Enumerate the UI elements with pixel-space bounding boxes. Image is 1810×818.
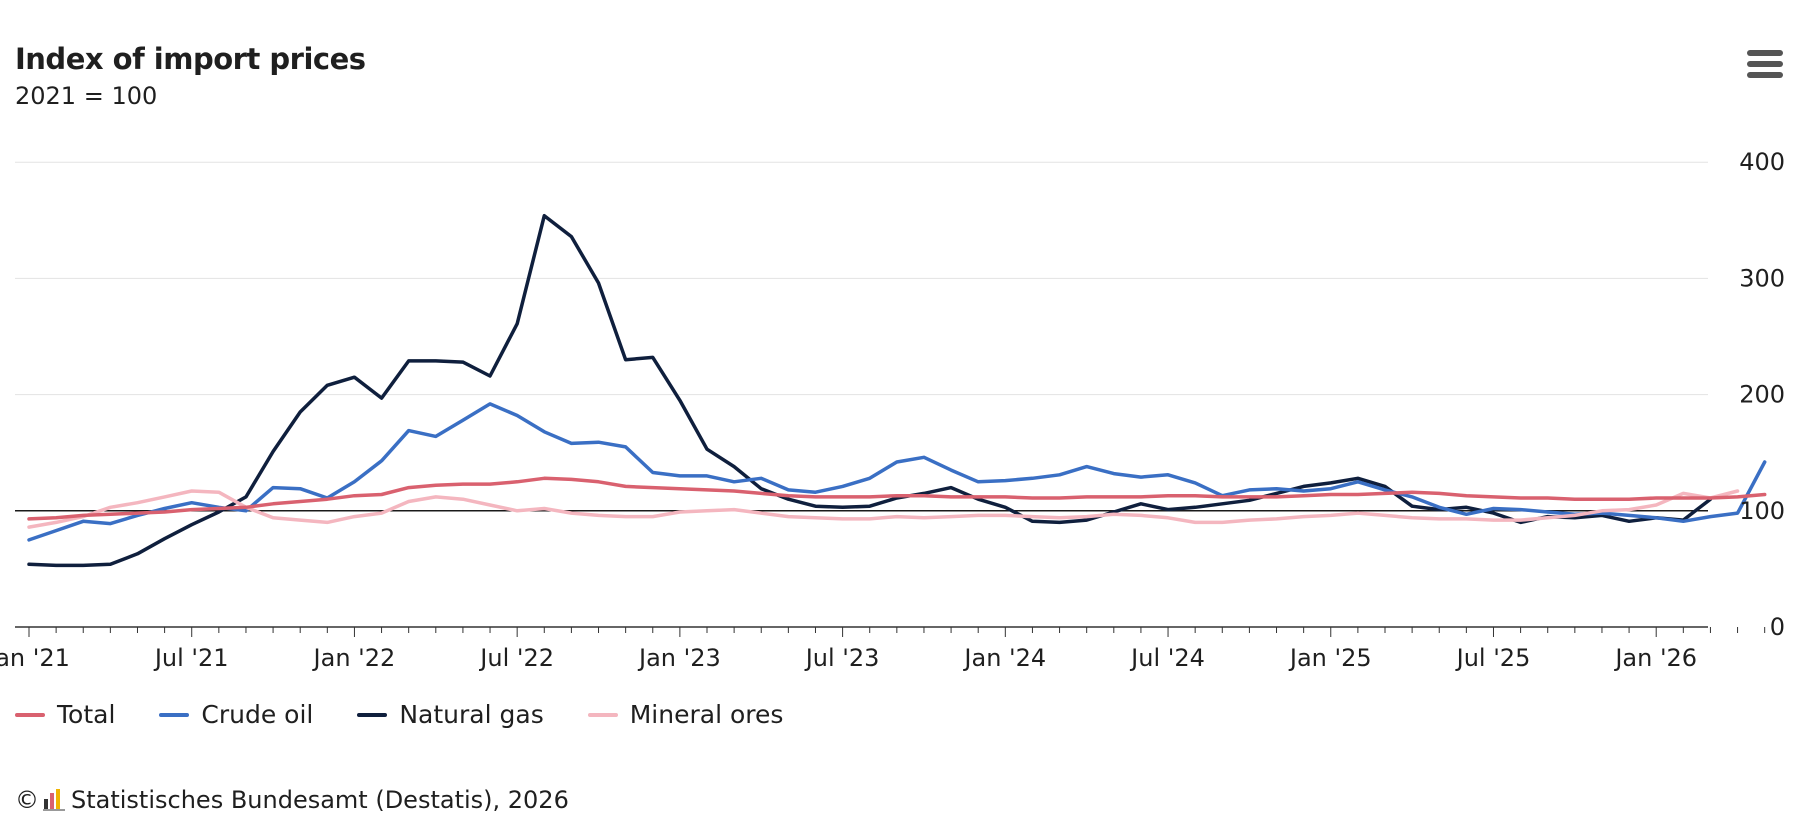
x-tick-label: Jul '25 <box>1455 644 1531 672</box>
y-tick-label: 300 <box>1739 264 1785 292</box>
series-line-natural-gas <box>27 213 1713 568</box>
series-lines <box>27 213 1767 568</box>
y-tick-label: 400 <box>1739 148 1785 176</box>
x-tick-label: Jul '22 <box>478 644 554 672</box>
copyright-symbol: © <box>15 786 39 814</box>
legend-label-natural-gas: Natural gas <box>399 700 544 729</box>
x-tick-label: Jan '25 <box>1288 644 1372 672</box>
line-chart: 0 100 200 300 400 Jan '21 Jul '21 Jan '22 Jul '2… <box>0 148 1785 672</box>
axis-labels: 0 100 200 300 400 Jan '21 Jul '21 Jan '22 Jul '2… <box>0 148 1785 672</box>
credits-text: Statistisches Bundesamt (Destatis), 2026 <box>71 786 569 814</box>
series-line-mineral-ores <box>27 489 1740 529</box>
x-tick-label: Jul '24 <box>1129 644 1205 672</box>
chart-title: Index of import prices <box>15 42 366 76</box>
x-tick-label: Jul '21 <box>153 644 229 672</box>
legend-swatch-total <box>15 712 45 717</box>
legend-label-crude-oil: Crude oil <box>201 700 314 729</box>
x-tick-label: Jan '23 <box>637 644 721 672</box>
y-tick-label: 200 <box>1739 381 1785 409</box>
grid-lines <box>15 161 1708 512</box>
credits: © Statistisches Bundesamt (Destatis), 20… <box>15 786 569 814</box>
legend: Total Crude oil Natural gas Mineral ores <box>15 700 827 729</box>
x-tick-label: Jan '21 <box>0 644 70 672</box>
legend-swatch-crude-oil <box>159 712 190 717</box>
hamburger-menu-icon[interactable] <box>1747 50 1783 82</box>
x-tick-label: Jul '23 <box>804 644 880 672</box>
legend-item-total[interactable]: Total <box>15 700 115 729</box>
legend-item-natural-gas[interactable]: Natural gas <box>357 700 544 729</box>
x-tick-label: Jan '24 <box>962 644 1046 672</box>
legend-item-crude-oil[interactable]: Crude oil <box>159 700 313 729</box>
destatis-logo-icon <box>43 789 65 811</box>
chart-subtitle: 2021 = 100 <box>15 82 158 110</box>
legend-label-mineral-ores: Mineral ores <box>629 700 784 729</box>
legend-item-mineral-ores[interactable]: Mineral ores <box>587 700 784 729</box>
x-axis <box>15 626 1766 637</box>
legend-label-total: Total <box>57 700 116 729</box>
series-line-crude-oil <box>27 402 1767 542</box>
y-tick-label: 0 <box>1770 613 1785 641</box>
x-tick-label: Jan '22 <box>312 644 396 672</box>
x-tick-label: Jan '26 <box>1613 644 1697 672</box>
legend-swatch-natural-gas <box>357 712 388 717</box>
y-tick-label: 100 <box>1739 497 1785 525</box>
legend-swatch-mineral-ores <box>587 712 618 717</box>
series-line-total <box>27 476 1767 521</box>
